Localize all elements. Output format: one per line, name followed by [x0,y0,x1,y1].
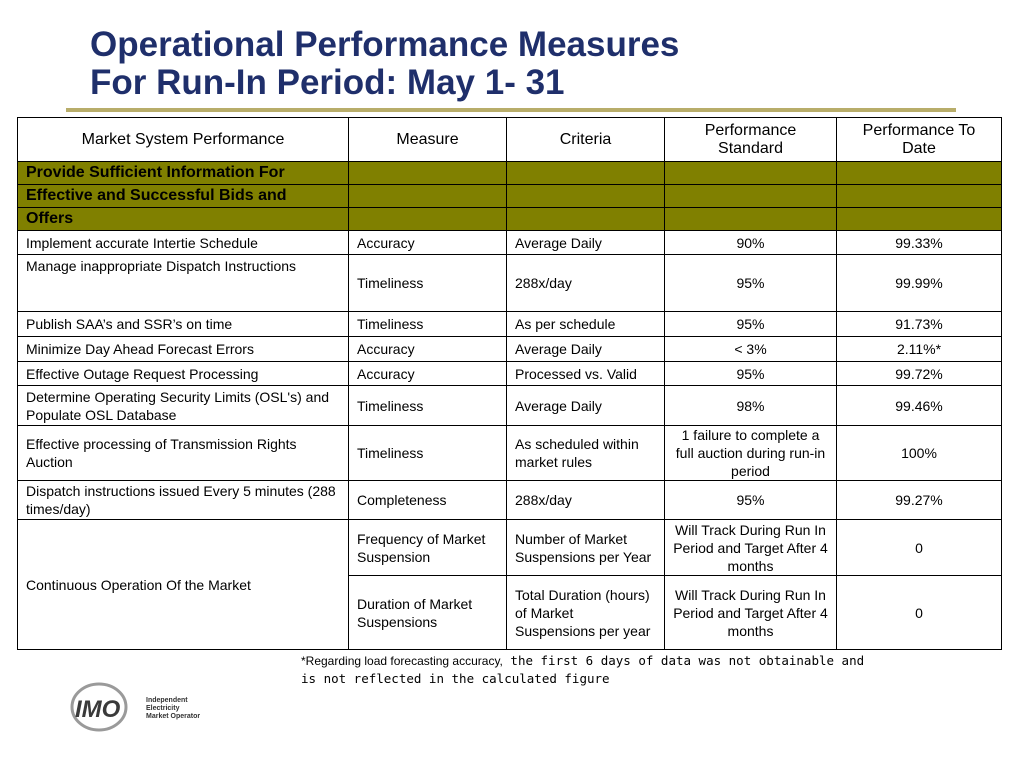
section-cell [836,184,1002,208]
cell-measure: Completeness [348,480,507,520]
table-row: Continuous Operation Of the Market Frequ… [17,519,1002,650]
cell-measure: Frequency of Market Suspension [348,519,507,576]
table-row: Minimize Day Ahead Forecast Errors Accur… [17,336,1002,362]
cell-criteria: Processed vs. Valid [506,361,665,386]
section-cell [506,184,665,208]
table-row: Publish SAA’s and SSR’s on time Timeline… [17,311,1002,337]
section-cell [664,161,837,185]
footnote-part-1: *Regarding load forecasting accuracy, [301,654,503,668]
footnote-part-3: is not reflected in the calculated figur… [301,671,610,686]
section-cell [348,207,507,231]
section-row: Provide Sufficient Information For [17,161,1002,185]
cell-to-date: 0 [836,519,1002,576]
cell-measure: Timeliness [348,385,507,426]
cell-measure: Accuracy [348,230,507,255]
imo-logo: IMO Independent Electricity Market Opera… [69,681,204,733]
cell-performance: Minimize Day Ahead Forecast Errors [17,336,349,362]
cell-standard: 95% [664,480,837,520]
cell-to-date: 99.99% [836,254,1002,312]
logo-text: Independent Electricity Market Operator [146,697,200,721]
logo-mark-text: IMO [75,696,121,723]
cell-performance-continuous: Continuous Operation Of the Market [17,519,349,650]
cell-to-date: 91.73% [836,311,1002,337]
table-row: Dispatch instructions issued Every 5 min… [17,480,1002,520]
section-cell [348,184,507,208]
cell-performance: Manage inappropriate Dispatch Instructio… [17,254,349,312]
header-performance-standard: Performance Standard [664,117,837,162]
header-performance-to-date: Performance To Date [836,117,1002,162]
header-criteria: Criteria [506,117,665,162]
cell-measure: Timeliness [348,254,507,312]
cell-to-date: 2.11%* [836,336,1002,362]
section-label-2: Effective and Successful Bids and [17,184,349,208]
cell-to-date: 100% [836,425,1002,481]
cell-standard: Will Track During Run In Period and Targ… [664,575,837,650]
cell-criteria: Average Daily [506,385,665,426]
cell-to-date: 99.27% [836,480,1002,520]
title-line-2: For Run-In Period: May 1- 31 [90,63,565,102]
table-row: Effective Outage Request Processing Accu… [17,361,1002,386]
section-row: Offers [17,207,1002,231]
section-label-1: Provide Sufficient Information For [17,161,349,185]
cell-standard: < 3% [664,336,837,362]
cell-to-date: 99.33% [836,230,1002,255]
cell-criteria: Average Daily [506,230,665,255]
cell-standard: 95% [664,311,837,337]
title-underline [66,108,956,112]
section-cell [836,161,1002,185]
cell-criteria: As per schedule [506,311,665,337]
table-row: Duration of Market Suspensions Total Dur… [18,575,1002,650]
cell-standard: 90% [664,230,837,255]
cell-measure: Timeliness [348,425,507,481]
cell-standard: 95% [664,254,837,312]
logo-line-1: Independent [146,697,188,704]
cell-standard: 98% [664,385,837,426]
section-cell [664,184,837,208]
cell-performance: Implement accurate Intertie Schedule [17,230,349,255]
footnote: *Regarding load forecasting accuracy, th… [301,652,864,688]
footnote-part-2: the first 6 days of data was not obtaina… [502,653,865,668]
section-cell [836,207,1002,231]
slide-title: Operational Performance Measures For Run… [90,26,679,102]
cell-performance: Determine Operating Security Limits (OSL… [17,385,349,426]
title-line-1: Operational Performance Measures [90,25,680,64]
cell-measure: Timeliness [348,311,507,337]
cell-criteria: Number of Market Suspensions per Year [506,519,665,576]
section-cell [664,207,837,231]
section-cell [348,161,507,185]
cell-criteria: Total Duration (hours) of Market Suspens… [506,575,665,650]
table-row: Determine Operating Security Limits (OSL… [17,385,1002,426]
cell-to-date: 99.46% [836,385,1002,426]
table-header-row: Market System Performance Measure Criter… [17,117,1002,162]
performance-table: Market System Performance Measure Criter… [17,117,1002,650]
section-label-3: Offers [17,207,349,231]
cell-standard: 95% [664,361,837,386]
cell-measure: Duration of Market Suspensions [348,575,507,650]
section-cell [506,161,665,185]
logo-line-2: Electricity [146,705,180,712]
cell-performance: Effective processing of Transmission Rig… [17,425,349,481]
cell-standard: 1 failure to complete a full auction dur… [664,425,837,481]
cell-performance: Dispatch instructions issued Every 5 min… [17,480,349,520]
cell-performance: Effective Outage Request Processing [17,361,349,386]
cell-measure: Accuracy [348,336,507,362]
table-row: Effective processing of Transmission Rig… [17,425,1002,481]
cell-to-date: 99.72% [836,361,1002,386]
table-row: Manage inappropriate Dispatch Instructio… [17,254,1002,312]
header-measure: Measure [348,117,507,162]
cell-standard: Will Track During Run In Period and Targ… [664,519,837,576]
cell-measure: Accuracy [348,361,507,386]
imo-logo-icon: IMO [70,682,128,732]
cell-criteria: 288x/day [506,480,665,520]
logo-line-3: Market Operator [146,713,201,720]
cell-performance: Publish SAA’s and SSR’s on time [17,311,349,337]
section-row: Effective and Successful Bids and [17,184,1002,208]
table-row: Implement accurate Intertie Schedule Acc… [17,230,1002,255]
cell-criteria: 288x/day [506,254,665,312]
cell-criteria: As scheduled within market rules [506,425,665,481]
header-market-system-performance: Market System Performance [17,117,349,162]
cell-criteria: Average Daily [506,336,665,362]
cell-to-date: 0 [836,575,1002,650]
section-cell [506,207,665,231]
